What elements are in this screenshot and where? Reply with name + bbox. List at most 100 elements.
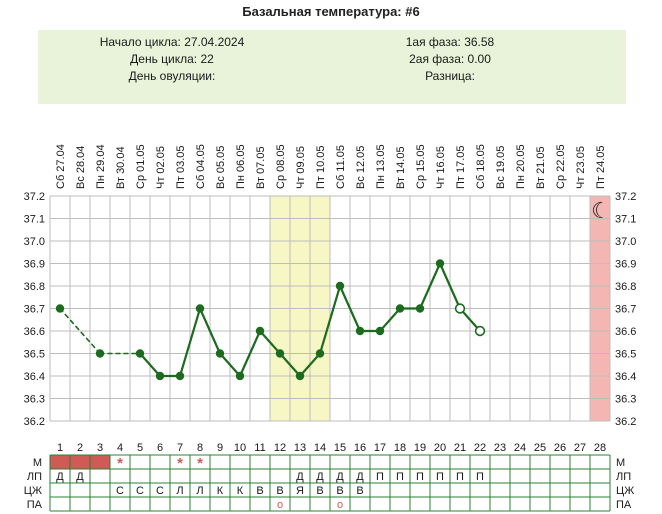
temperature-point-open bbox=[454, 303, 466, 314]
temperature-point bbox=[355, 326, 365, 336]
day-number-label: 26 bbox=[554, 442, 566, 454]
y-axis-tick-label: 37.1 bbox=[24, 214, 45, 226]
bbt-chart: 37.2 37.2 37.1 37.1 37.0 37.0 36.9 36.9 36.8 36.8… bbox=[24, 144, 636, 512]
table-cell-symbol: Я bbox=[296, 485, 304, 497]
temperature-line-segment bbox=[438, 262, 462, 310]
cycle-day-value: 22 bbox=[200, 52, 214, 66]
day-number-label: 27 bbox=[574, 442, 586, 454]
y-axis-tick-label: 36.9 bbox=[615, 259, 636, 271]
day-number-label: 14 bbox=[314, 442, 326, 454]
date-label: Вс 05.05 bbox=[215, 146, 227, 189]
day-number-label: 13 bbox=[294, 442, 306, 454]
day-number-label: 6 bbox=[157, 442, 163, 454]
temperature-line-segment bbox=[318, 284, 342, 355]
y-axis-tick-label: 37.2 bbox=[615, 191, 636, 203]
temperature-line-segment bbox=[138, 352, 162, 378]
temperature-line-segment bbox=[198, 307, 222, 355]
day-number-label: 24 bbox=[514, 442, 526, 454]
day-number-label: 18 bbox=[394, 442, 406, 454]
temperature-point bbox=[175, 371, 185, 381]
date-label: Чт 09.05 bbox=[295, 146, 307, 189]
day-number-label: 1 bbox=[57, 442, 63, 454]
ovulation-day-row: День овуляции: bbox=[38, 68, 306, 85]
cycle-info-panel: Начало цикла: 27.04.2024 День цикла: 22 … bbox=[38, 30, 626, 104]
day-number-label: 28 bbox=[594, 442, 606, 454]
temperature-point bbox=[435, 259, 445, 268]
table-cell-symbol: Д bbox=[316, 471, 324, 483]
table-row-label: ЛП bbox=[616, 471, 631, 483]
date-label: Вт 30.04 bbox=[115, 146, 127, 189]
y-axis-tick-label: 36.7 bbox=[24, 304, 45, 316]
day-number-label: 11 bbox=[254, 442, 265, 454]
date-label: Чт 23.05 bbox=[575, 146, 587, 189]
day-number-label: 15 bbox=[334, 442, 346, 454]
y-axis-tick-label: 36.5 bbox=[615, 349, 636, 361]
table-cell-symbol: Д bbox=[76, 471, 84, 483]
day-number-label: 9 bbox=[217, 442, 223, 454]
date-label: Вт 21.05 bbox=[535, 146, 547, 189]
date-label: Пн 20.05 bbox=[515, 144, 527, 189]
menstruation-fill bbox=[50, 455, 110, 469]
y-axis-tick-label: 37.2 bbox=[24, 191, 45, 203]
day-number-label: 22 bbox=[474, 442, 486, 454]
temperature-point bbox=[315, 349, 325, 358]
cycle-day-row: День цикла: 22 bbox=[38, 51, 306, 68]
table-row-label: М bbox=[616, 457, 625, 469]
cycle-info-left: Начало цикла: 27.04.2024 День цикла: 22 … bbox=[38, 34, 306, 85]
temperature-line-segment bbox=[418, 262, 442, 310]
table-row-label: ПА bbox=[27, 499, 43, 511]
date-label: Пт 17.05 bbox=[455, 145, 467, 189]
y-axis-tick-label: 36.6 bbox=[24, 326, 45, 338]
date-label: Сб 04.05 bbox=[195, 144, 207, 189]
day-number-label: 12 bbox=[274, 442, 286, 454]
date-label: Вс 12.05 bbox=[355, 146, 367, 189]
y-axis-tick-label: 36.4 bbox=[24, 371, 45, 383]
y-axis-tick-label: 36.3 bbox=[24, 394, 45, 406]
y-axis-tick-label: 36.9 bbox=[24, 259, 45, 271]
table-cell-symbol: Л bbox=[176, 485, 183, 497]
temperature-line-segment bbox=[298, 352, 322, 378]
table-row-label: ЛП bbox=[27, 471, 42, 483]
date-label: Вс 19.05 bbox=[495, 146, 507, 189]
y-axis-tick-label: 37.1 bbox=[615, 214, 636, 226]
temperature-line-segment bbox=[378, 307, 402, 333]
table-cell-symbol: * bbox=[117, 455, 123, 472]
table-cell-symbol: В bbox=[356, 485, 363, 497]
date-label: Сб 27.04 bbox=[55, 144, 67, 189]
table-cell-symbol: П bbox=[456, 471, 464, 483]
y-axis-tick-label: 36.2 bbox=[615, 416, 636, 428]
date-label: Пт 24.05 bbox=[595, 145, 607, 189]
table-cell-symbol: П bbox=[416, 471, 424, 483]
temperature-point bbox=[235, 371, 245, 381]
phase1-value: 36.58 bbox=[464, 35, 495, 49]
temperature-point-open bbox=[474, 325, 486, 337]
day-number-label: 19 bbox=[414, 442, 426, 454]
temperature-point bbox=[215, 349, 225, 358]
difference-label: Разница: bbox=[425, 69, 475, 83]
date-label: Пт 03.05 bbox=[175, 145, 187, 189]
temperature-point bbox=[195, 304, 205, 313]
temperature-line-segment bbox=[278, 352, 302, 378]
date-label: Ср 15.05 bbox=[415, 144, 427, 189]
table-cell-symbol: * bbox=[177, 455, 183, 472]
phase2-value: 0.00 bbox=[467, 52, 491, 66]
date-label: Ср 01.05 bbox=[135, 144, 147, 189]
table-cell-symbol: В bbox=[276, 485, 283, 497]
day-number-label: 25 bbox=[534, 442, 546, 454]
table-cell-symbol: П bbox=[396, 471, 404, 483]
temperature-point bbox=[395, 304, 405, 313]
phase2-row: 2ая фаза: 0.00 bbox=[316, 51, 584, 68]
date-label: Пн 06.05 bbox=[235, 144, 247, 189]
temperature-point bbox=[295, 371, 305, 381]
table-cell-symbol: о bbox=[277, 499, 283, 511]
phase1-row: 1ая фаза: 36.58 bbox=[316, 34, 584, 51]
date-label: Чт 02.05 bbox=[155, 146, 167, 189]
temperature-line-segment bbox=[238, 329, 262, 378]
y-axis-tick-label: 36.5 bbox=[24, 349, 45, 361]
moon-icon: ☾ bbox=[591, 198, 611, 223]
table-cell-symbol: С bbox=[156, 485, 164, 497]
y-axis-tick-label: 36.7 bbox=[615, 304, 636, 316]
day-number-label: 16 bbox=[354, 442, 366, 454]
ovulation-day-label: День овуляции: bbox=[128, 69, 216, 83]
